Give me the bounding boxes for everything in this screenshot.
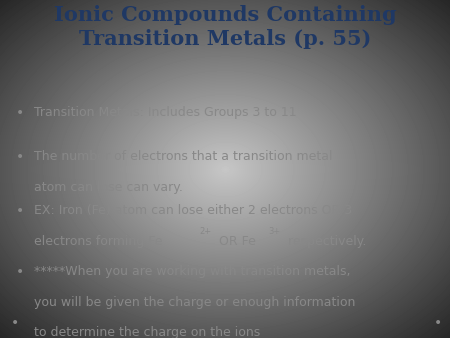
Text: •: • [16, 106, 24, 120]
Text: •: • [16, 265, 24, 279]
Text: •: • [16, 204, 24, 218]
Text: atom can lose can vary.: atom can lose can vary. [34, 181, 183, 194]
Text: •: • [434, 316, 442, 330]
Text: to determine the charge on the ions: to determine the charge on the ions [34, 326, 260, 338]
Text: Transition Metals: Includes Groups 3 to 11: Transition Metals: Includes Groups 3 to … [34, 106, 297, 119]
Text: OR Fe: OR Fe [215, 235, 256, 248]
Text: •: • [11, 316, 19, 330]
Text: •: • [16, 150, 24, 164]
Text: respectively.: respectively. [284, 235, 366, 248]
Text: The number of electrons that a transition metal: The number of electrons that a transitio… [34, 150, 332, 163]
Text: Ionic Compounds Containing
Transition Metals (p. 55): Ionic Compounds Containing Transition Me… [54, 5, 396, 49]
Text: *****When you are working with transition metals,: *****When you are working with transitio… [34, 265, 350, 278]
Text: 2+: 2+ [199, 227, 211, 237]
Text: you will be given the charge or enough information: you will be given the charge or enough i… [34, 296, 355, 309]
Text: 3+: 3+ [268, 227, 280, 237]
Text: EX: Iron (Fe) atom can lose either 2 electrons OR 3: EX: Iron (Fe) atom can lose either 2 ele… [34, 204, 352, 217]
Text: electrons forming Fe: electrons forming Fe [34, 235, 162, 248]
